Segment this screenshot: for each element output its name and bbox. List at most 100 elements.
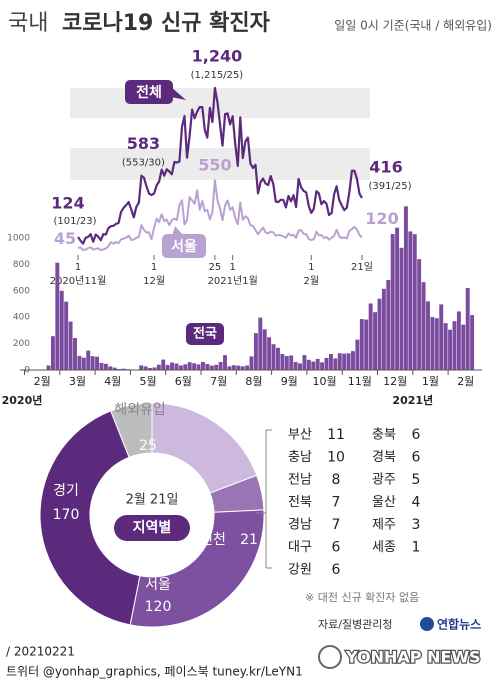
bar: [452, 321, 457, 370]
watermark: YONHAP NEWS: [345, 648, 481, 667]
bar: [465, 288, 470, 370]
month-label: 6월: [175, 375, 192, 388]
title: 코로나19 신규 확진자: [62, 11, 271, 36]
year-label: 2021년: [392, 393, 433, 407]
bar: [249, 356, 254, 370]
segment-value: 170: [53, 507, 80, 523]
bar: [196, 364, 201, 370]
bar: [289, 355, 294, 370]
bar: [240, 366, 245, 370]
x-month-label: 2020년11월: [50, 275, 107, 287]
bar: [201, 361, 205, 370]
month-label: 8월: [245, 375, 262, 388]
bar: [68, 321, 73, 370]
bar: [434, 318, 439, 370]
bar: [368, 303, 373, 370]
bar: [77, 355, 82, 370]
segment-value: 25: [139, 438, 157, 454]
badge-pointer: [172, 226, 184, 236]
month-label: 12월: [383, 375, 407, 388]
bar: [170, 362, 175, 370]
bar: [59, 290, 64, 370]
annotation: 416: [369, 158, 402, 177]
segment-name: 경기: [53, 483, 79, 499]
month-label: 9월: [281, 375, 298, 388]
region-name: 전북: [288, 495, 312, 510]
bar: [386, 279, 391, 370]
bar: [81, 357, 86, 370]
region-value: 5: [412, 472, 421, 488]
bar: [293, 361, 298, 370]
legend-label: 전체: [136, 84, 162, 101]
y-tick-label: 600: [13, 286, 30, 296]
month-label: 4월: [104, 375, 121, 388]
bar: [103, 363, 108, 370]
bar: [108, 366, 113, 370]
bar: [403, 206, 408, 370]
badge-pointer: [171, 87, 186, 100]
bar: [271, 344, 276, 370]
bar: [390, 234, 395, 370]
bar: [139, 365, 144, 370]
bar-chart: 020040060080010002월3월4월5월6월7월8월9월10월11월1…: [2, 206, 482, 407]
annotation: 45: [54, 229, 76, 248]
watermark-icon: [318, 645, 342, 669]
segment-name: 해외유입: [114, 402, 166, 418]
bar: [377, 298, 382, 370]
y-tick-label: 200: [13, 339, 30, 349]
bar: [156, 364, 161, 370]
bar: [112, 367, 117, 370]
footer-social: 트위터 @yonhap_graphics, 페이스북 tuney.kr/LeYN…: [6, 665, 303, 679]
bar: [183, 364, 188, 370]
bar: [359, 319, 364, 370]
region-value: 11: [327, 427, 345, 443]
bar: [178, 365, 183, 370]
bar: [152, 367, 157, 370]
y-tick-label: 1000: [7, 234, 30, 244]
bar: [161, 359, 166, 370]
bar: [298, 363, 302, 370]
x-tick-label: 1: [229, 262, 235, 273]
bar: [333, 358, 338, 370]
bar: [315, 358, 320, 370]
region-name: 광주: [372, 473, 396, 488]
annotation: 124: [51, 194, 84, 213]
subtitle: 일일 0시 기준(국내 / 해외유입): [334, 19, 492, 33]
source: 자료/질병관리청: [318, 618, 393, 631]
band: [70, 148, 370, 180]
region-name: 울산: [372, 495, 396, 510]
region-value: 6: [412, 450, 421, 466]
annotation-detail: (391/25): [369, 181, 412, 192]
x-month-label: 2월: [304, 275, 320, 287]
bar: [373, 312, 377, 370]
bar: [280, 354, 285, 370]
badge: [186, 323, 224, 345]
bar: [218, 361, 223, 370]
bar: [412, 234, 417, 370]
bar: [187, 362, 192, 370]
series-label: 전국: [193, 326, 217, 342]
region-name: 경북: [372, 450, 396, 465]
donut-segment: [129, 509, 265, 628]
month-label: 1월: [422, 375, 439, 388]
region-value: 8: [332, 472, 341, 488]
bracket: [255, 429, 272, 569]
x-tick-label: 21일: [351, 261, 373, 273]
bar: [421, 282, 426, 370]
bar: [320, 362, 325, 370]
donut-segment: [110, 402, 153, 459]
region-name: 경남: [288, 518, 312, 533]
bar: [223, 355, 227, 370]
region-name: 제주: [372, 518, 396, 533]
region-value: 6: [332, 540, 341, 556]
annotation: 120: [365, 209, 398, 228]
region-name: 충북: [372, 428, 396, 443]
bar: [64, 301, 69, 370]
region-name: 충남: [288, 450, 312, 465]
badge: [125, 80, 173, 104]
x-tick-label: 25: [209, 262, 222, 273]
bar: [95, 356, 100, 370]
month-label: 3월: [69, 375, 86, 388]
x-month-label: 2021년1월: [208, 275, 258, 287]
